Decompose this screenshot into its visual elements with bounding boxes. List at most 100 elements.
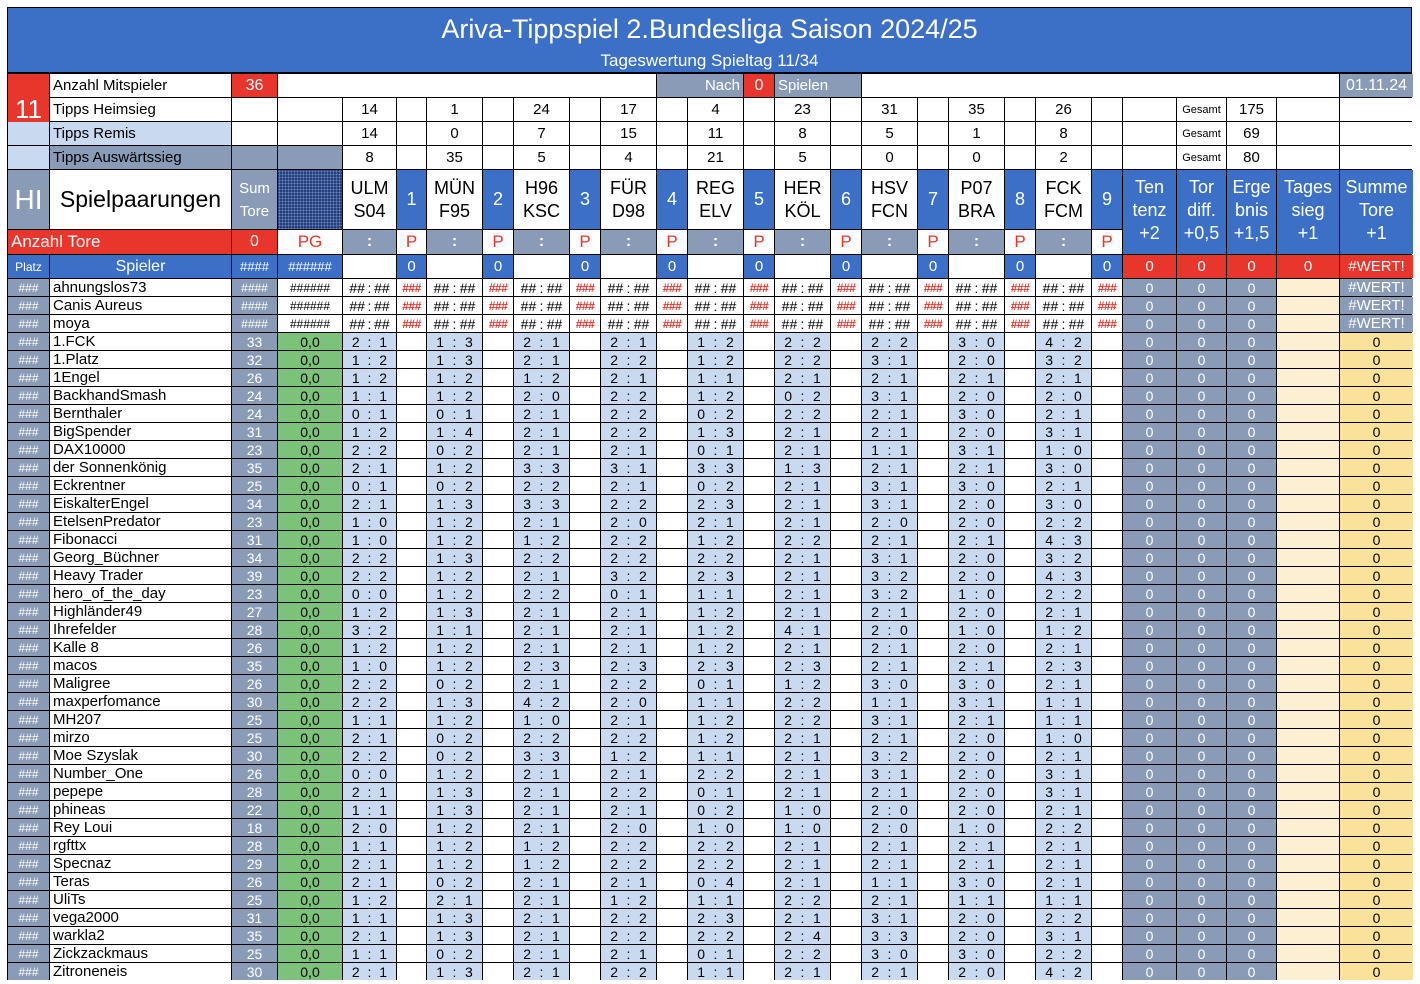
tip-cell[interactable]: 0:1 (343, 405, 396, 422)
tip-cell[interactable]: 2:1 (949, 711, 1004, 728)
tip-cell[interactable]: 1:2 (343, 639, 396, 656)
tip-cell[interactable]: 2:1 (427, 891, 482, 908)
tip-cell[interactable]: 0:2 (427, 675, 482, 692)
tip-cell[interactable]: 2:0 (949, 603, 1004, 620)
tip-cell[interactable]: 0:1 (343, 477, 396, 494)
tip-cell[interactable]: 3:2 (343, 621, 396, 638)
tip-cell[interactable]: 2:1 (1036, 369, 1091, 386)
tip-cell[interactable]: 3:1 (862, 387, 917, 404)
tip-cell[interactable]: 0:0 (343, 765, 396, 782)
tip-cell[interactable]: 0:2 (427, 729, 482, 746)
tip-cell[interactable]: 2:1 (514, 423, 569, 440)
tip-cell[interactable]: 2:1 (601, 945, 656, 962)
tip-cell[interactable]: 2:2 (775, 711, 830, 728)
tip-cell[interactable]: 2:1 (1036, 747, 1091, 764)
tip-cell[interactable]: 2:1 (1036, 405, 1091, 422)
tip-cell[interactable]: 3:3 (514, 495, 569, 512)
tip-cell[interactable]: 2:1 (343, 873, 396, 890)
tip-cell[interactable]: 2:2 (601, 963, 656, 980)
tip-cell[interactable]: 2:0 (862, 819, 917, 836)
tip-cell[interactable]: 3:3 (862, 927, 917, 944)
tip-cell[interactable]: 4:1 (775, 621, 830, 638)
tip-cell[interactable]: 1:3 (688, 423, 743, 440)
tip-cell[interactable]: 0:2 (688, 405, 743, 422)
result-colon[interactable]: : (343, 230, 396, 254)
tip-cell[interactable]: 1:1 (1036, 711, 1091, 728)
tip-cell[interactable]: 2:4 (775, 927, 830, 944)
tip-cell[interactable]: 2:0 (862, 621, 917, 638)
tip-cell[interactable]: 3:0 (949, 675, 1004, 692)
tip-cell[interactable]: 2:1 (514, 603, 569, 620)
tip-cell[interactable]: 2:2 (688, 855, 743, 872)
tip-cell[interactable]: 4:3 (1036, 531, 1091, 548)
tip-cell[interactable]: 2:1 (862, 603, 917, 620)
tip-cell[interactable]: 2:2 (601, 423, 656, 440)
tip-cell[interactable]: 1:1 (688, 585, 743, 602)
tip-cell[interactable]: 1:2 (688, 333, 743, 350)
tip-cell[interactable]: 2:2 (514, 477, 569, 494)
tip-cell[interactable]: 2:1 (514, 567, 569, 584)
tip-cell[interactable]: 1:3 (427, 801, 482, 818)
tip-cell[interactable]: 2:2 (775, 405, 830, 422)
tip-cell[interactable]: 2:2 (343, 441, 396, 458)
tip-cell[interactable]: 2:2 (601, 351, 656, 368)
tip-cell[interactable]: 3:1 (862, 495, 917, 512)
tip-cell[interactable]: 2:0 (862, 513, 917, 530)
tip-cell[interactable]: 3:1 (862, 909, 917, 926)
tip-cell[interactable]: ##: ## (775, 279, 830, 296)
tip-cell[interactable]: 1:3 (427, 963, 482, 980)
result-colon[interactable]: : (862, 230, 917, 254)
tip-cell[interactable]: 2:1 (514, 675, 569, 692)
tip-cell[interactable]: ##: ## (343, 279, 396, 296)
tip-cell[interactable]: 2:1 (949, 837, 1004, 854)
tip-cell[interactable]: 2:1 (775, 603, 830, 620)
tip-cell[interactable]: 1:2 (427, 819, 482, 836)
tip-cell[interactable]: 1:2 (343, 423, 396, 440)
tip-cell[interactable]: 2:0 (949, 549, 1004, 566)
tip-cell[interactable]: 1:2 (688, 603, 743, 620)
tip-cell[interactable]: 2:2 (775, 351, 830, 368)
tip-cell[interactable]: 1:1 (862, 693, 917, 710)
tip-cell[interactable]: 1:2 (343, 603, 396, 620)
tip-cell[interactable]: 2:2 (601, 387, 656, 404)
tip-cell[interactable]: 2:1 (688, 513, 743, 530)
tip-cell[interactable]: 2:1 (949, 657, 1004, 674)
tip-cell[interactable]: 2:1 (775, 963, 830, 980)
tip-cell[interactable]: 2:2 (1036, 585, 1091, 602)
tip-cell[interactable]: 2:1 (862, 837, 917, 854)
tip-cell[interactable]: 3:1 (862, 711, 917, 728)
tip-cell[interactable]: 1:2 (1036, 621, 1091, 638)
tip-cell[interactable]: 2:1 (775, 783, 830, 800)
result-colon[interactable]: : (775, 230, 830, 254)
tip-cell[interactable]: 1:0 (514, 711, 569, 728)
tip-cell[interactable]: 1:2 (427, 657, 482, 674)
tip-cell[interactable]: 2:1 (775, 567, 830, 584)
tip-cell[interactable]: 2:3 (1036, 657, 1091, 674)
tip-cell[interactable]: ##: ## (688, 315, 743, 332)
tip-cell[interactable]: 2:0 (1036, 387, 1091, 404)
tip-cell[interactable]: ##: ## (949, 279, 1004, 296)
tip-cell[interactable]: 1:0 (949, 585, 1004, 602)
tip-cell[interactable]: 2:0 (949, 909, 1004, 926)
tip-cell[interactable]: 4:3 (1036, 567, 1091, 584)
tip-cell[interactable]: 0:1 (601, 585, 656, 602)
tip-cell[interactable]: 1:3 (427, 927, 482, 944)
tip-cell[interactable]: 2:0 (949, 495, 1004, 512)
tip-cell[interactable]: 3:0 (1036, 495, 1091, 512)
tip-cell[interactable]: 1:0 (775, 801, 830, 818)
tip-cell[interactable]: 1:2 (688, 639, 743, 656)
tip-cell[interactable]: 2:0 (601, 819, 656, 836)
tip-cell[interactable]: 1:3 (427, 603, 482, 620)
tip-cell[interactable]: 2:1 (1036, 603, 1091, 620)
tip-cell[interactable]: 3:2 (1036, 549, 1091, 566)
tip-cell[interactable]: ##: ## (427, 279, 482, 296)
tip-cell[interactable]: ##: ## (862, 315, 917, 332)
tip-cell[interactable]: ##: ## (427, 297, 482, 314)
tip-cell[interactable]: 3:1 (949, 693, 1004, 710)
tip-cell[interactable]: 1:2 (688, 531, 743, 548)
tip-cell[interactable]: 2:1 (775, 369, 830, 386)
tip-cell[interactable]: ##: ## (862, 279, 917, 296)
tip-cell[interactable]: ##: ## (1036, 279, 1091, 296)
tip-cell[interactable]: 2:1 (601, 765, 656, 782)
tip-cell[interactable]: 2:1 (601, 801, 656, 818)
